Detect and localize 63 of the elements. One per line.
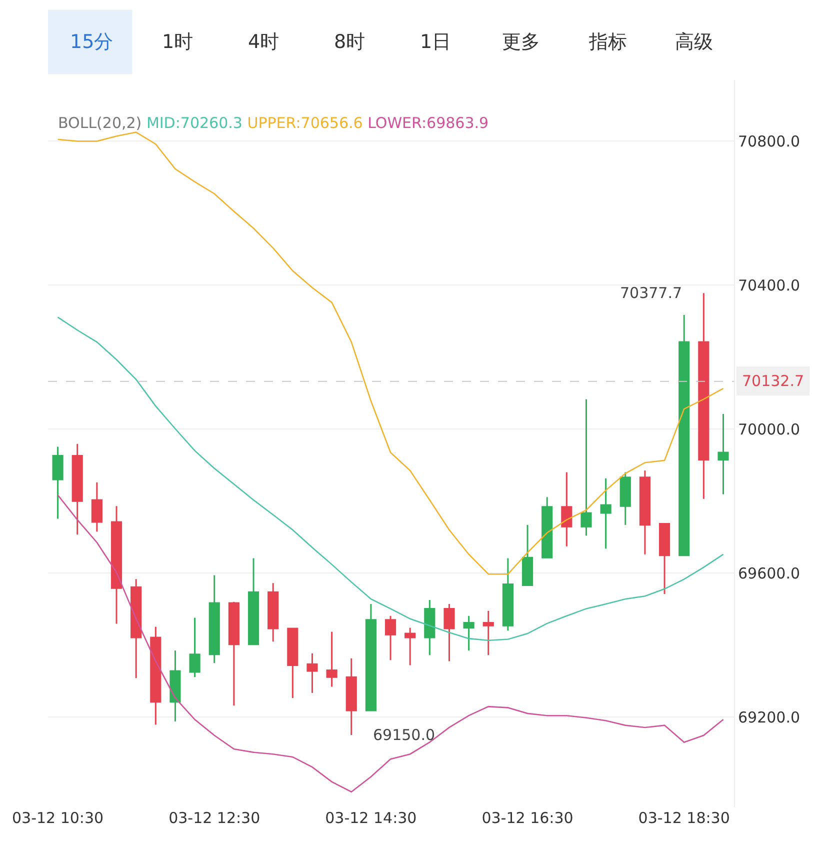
candlestick bbox=[150, 626, 162, 726]
line-series bbox=[57, 316, 724, 642]
candlestick bbox=[365, 603, 376, 712]
candlestick bbox=[639, 470, 650, 556]
candlestick bbox=[600, 478, 612, 550]
x-tick-label: 03-12 16:30 bbox=[482, 809, 574, 827]
candlestick bbox=[502, 558, 514, 632]
candlestick bbox=[463, 615, 474, 652]
candlestick bbox=[268, 582, 279, 642]
candlestick bbox=[110, 505, 122, 625]
text: 1日 bbox=[420, 31, 452, 53]
candlestick bbox=[658, 523, 670, 595]
candlestick bbox=[306, 652, 318, 694]
line-series bbox=[57, 494, 724, 793]
text: 15分 bbox=[70, 31, 114, 53]
candlestick bbox=[52, 446, 64, 520]
candlestick bbox=[384, 615, 396, 661]
x-tick-label: 03-12 14:30 bbox=[325, 809, 417, 827]
candlestick bbox=[580, 398, 592, 536]
candlestick bbox=[228, 601, 240, 706]
candlestick bbox=[424, 599, 436, 656]
legend-title: BOLL(20,2) bbox=[58, 114, 142, 132]
text: 指标 bbox=[588, 31, 627, 53]
candlestick bbox=[287, 628, 298, 699]
candlestick bbox=[326, 630, 338, 688]
text: LOWER:69863.9 bbox=[368, 114, 489, 132]
x-tick-label: 03-12 12:30 bbox=[168, 809, 260, 827]
candlestick bbox=[482, 610, 494, 656]
x-tick-label: 03-12 10:30 bbox=[12, 809, 104, 827]
candlestick bbox=[620, 472, 631, 526]
text: 更多 bbox=[502, 31, 540, 53]
text: 1时 bbox=[162, 31, 194, 53]
candlestick bbox=[678, 314, 690, 556]
candlestick bbox=[522, 524, 534, 587]
candlestick bbox=[189, 616, 200, 678]
y-tick-label: 69200.0 bbox=[738, 708, 800, 726]
candlestick bbox=[346, 658, 357, 736]
candlestick bbox=[444, 603, 455, 662]
candlestick bbox=[542, 496, 553, 558]
ref-line-label: 70132.7 bbox=[742, 372, 804, 390]
candlestick bbox=[130, 578, 142, 679]
text: UPPER:70656.6 bbox=[247, 114, 363, 132]
text: 8时 bbox=[334, 31, 366, 53]
y-tick-label: 70400.0 bbox=[738, 276, 800, 294]
candlestick bbox=[91, 482, 102, 532]
candlestick bbox=[404, 627, 416, 666]
x-tick-label: 03-12 18:30 bbox=[638, 809, 730, 827]
text: MID:70260.3 bbox=[146, 114, 242, 132]
candlestick bbox=[698, 292, 710, 500]
line-series bbox=[57, 132, 724, 575]
text: 4时 bbox=[248, 31, 280, 53]
annotation: 69150.0 bbox=[373, 726, 436, 744]
text: 高级 bbox=[675, 31, 713, 53]
candlestick bbox=[718, 413, 729, 495]
candlestick bbox=[170, 650, 181, 722]
y-tick-label: 70800.0 bbox=[738, 132, 800, 150]
candlestick bbox=[72, 443, 83, 536]
y-tick-label: 70000.0 bbox=[738, 420, 800, 438]
candlestick bbox=[208, 574, 220, 664]
candlestick bbox=[561, 472, 572, 548]
annotation: 70377.7 bbox=[620, 284, 682, 302]
y-tick-label: 69600.0 bbox=[738, 564, 800, 582]
candlestick bbox=[248, 558, 260, 646]
